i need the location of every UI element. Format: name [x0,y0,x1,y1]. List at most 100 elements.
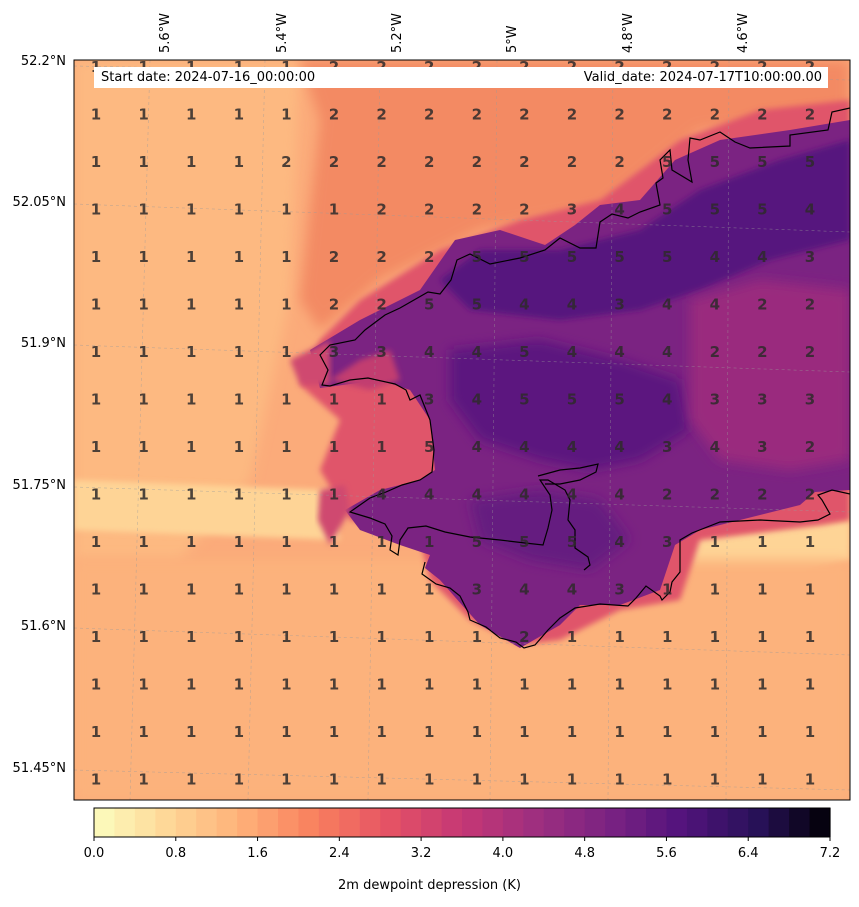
grid-value: 1 [329,201,339,219]
coastline-inner-estuary [537,463,599,485]
grid-value: 1 [186,486,196,504]
grid-value: 1 [91,486,101,504]
grid-value: 3 [710,391,720,409]
colorbar-segment [625,808,647,837]
grid-value: 4 [519,581,529,599]
grid-value: 1 [662,771,672,789]
grid-value: 1 [424,676,434,694]
grid-value: 1 [710,771,720,789]
grid-value: 1 [91,296,101,314]
grid-value: 2 [519,153,529,171]
grid-value: 1 [234,723,244,741]
grid-value: 3 [757,391,767,409]
lat-label-52.2: 52.2°N [21,54,66,69]
grid-value: 4 [662,296,672,314]
grid-value: 1 [91,533,101,551]
grid-value: 4 [567,438,577,456]
field-land-core-center [450,340,690,470]
grid-value: 2 [519,106,529,124]
grid-value: 1 [138,153,148,171]
longitude-labels: 5.6°W 5.4°W 5.2°W 5°W 4.8°W 4.6°W [158,13,751,53]
grid-value: 1 [234,391,244,409]
grid-value: 4 [472,343,482,361]
grid-value: 1 [186,581,196,599]
grid-value: 1 [138,343,148,361]
grid-value: 1 [376,628,386,646]
grid-value: 1 [138,676,148,694]
lon-label-4.6: 4.6°W [736,13,751,53]
grid-value: 1 [186,771,196,789]
grid-value: 1 [567,628,577,646]
grid-value: 5 [472,296,482,314]
grid-value: 5 [519,343,529,361]
field-west-peninsula-fringe [290,340,330,385]
grid-value: 1 [567,676,577,694]
grid-value: 1 [138,486,148,504]
lat-label-51.75: 51.75°N [13,478,66,493]
grid-value: 2 [662,106,672,124]
field-peninsula-south-fringe [318,485,350,545]
date-info-box: Start date: 2024-07-16_00:00:00 Valid_da… [94,67,828,88]
grid-value: 1 [424,723,434,741]
colorbar-segment [155,808,177,837]
grid-value: 2 [376,248,386,266]
colorbar-segment [707,808,729,837]
colorbar-segment [646,808,668,837]
grid-value: 1 [519,723,529,741]
grid-value: 2 [805,343,815,361]
plot-frame [73,59,851,801]
grid-value: 5 [805,153,815,171]
grid-value: 1 [519,676,529,694]
colorbar-segment [380,808,402,837]
grid-value: 2 [662,486,672,504]
grid-value: 1 [281,581,291,599]
grid-value: 5 [424,438,434,456]
grid-value: 5 [662,153,672,171]
grid-value: 2 [376,106,386,124]
grid-value: 3 [614,581,624,599]
grid-value: 3 [567,201,577,219]
grid-value: 1 [234,153,244,171]
grid-value: 1 [138,628,148,646]
grid-value: 1 [567,771,577,789]
grid-value: 5 [424,296,434,314]
grid-value: 1 [329,723,339,741]
grid-value: 4 [567,296,577,314]
grid-value: 1 [186,676,196,694]
grid-value: 1 [757,723,767,741]
lon-label-4.8: 4.8°W [621,13,636,53]
grid-value: 1 [281,343,291,361]
lat-label-52.05: 52.05°N [13,195,66,210]
grid-value: 5 [757,201,767,219]
colorbar-tick-label: 4.8 [574,846,595,861]
grid-value: 2 [472,201,482,219]
grid-value: 1 [424,771,434,789]
colorbar-tick-label: 7.2 [820,846,841,861]
field-layer [74,60,850,800]
grid-value: 1 [424,533,434,551]
grid-value: 1 [376,438,386,456]
grid-value: 1 [234,343,244,361]
grid-value: 5 [662,248,672,266]
grid-value: 3 [329,343,339,361]
grid-value: 1 [710,723,720,741]
colorbar-ticks: 0.0 0.8 1.6 2.4 3.2 4.0 4.8 5.6 6.4 7.2 [84,837,841,861]
field-south-sea [74,560,850,800]
grid-value: 1 [805,723,815,741]
colorbar-segment [482,808,504,837]
grid-value: 1 [376,581,386,599]
grid-value: 1 [472,676,482,694]
colorbar-label: 2m dewpoint depression (K) [338,878,521,893]
grid-value: 4 [710,438,720,456]
grid-value: 1 [234,106,244,124]
grid-value: 4 [472,391,482,409]
grid-value: 5 [472,533,482,551]
grid-value: 1 [234,486,244,504]
grid-value: 1 [329,771,339,789]
grid-value: 4 [710,248,720,266]
grid-value: 1 [234,676,244,694]
grid-value: 1 [281,771,291,789]
lon-label-5.6: 5.6°W [158,13,173,53]
grid-value: 1 [662,628,672,646]
grid-value: 1 [186,533,196,551]
